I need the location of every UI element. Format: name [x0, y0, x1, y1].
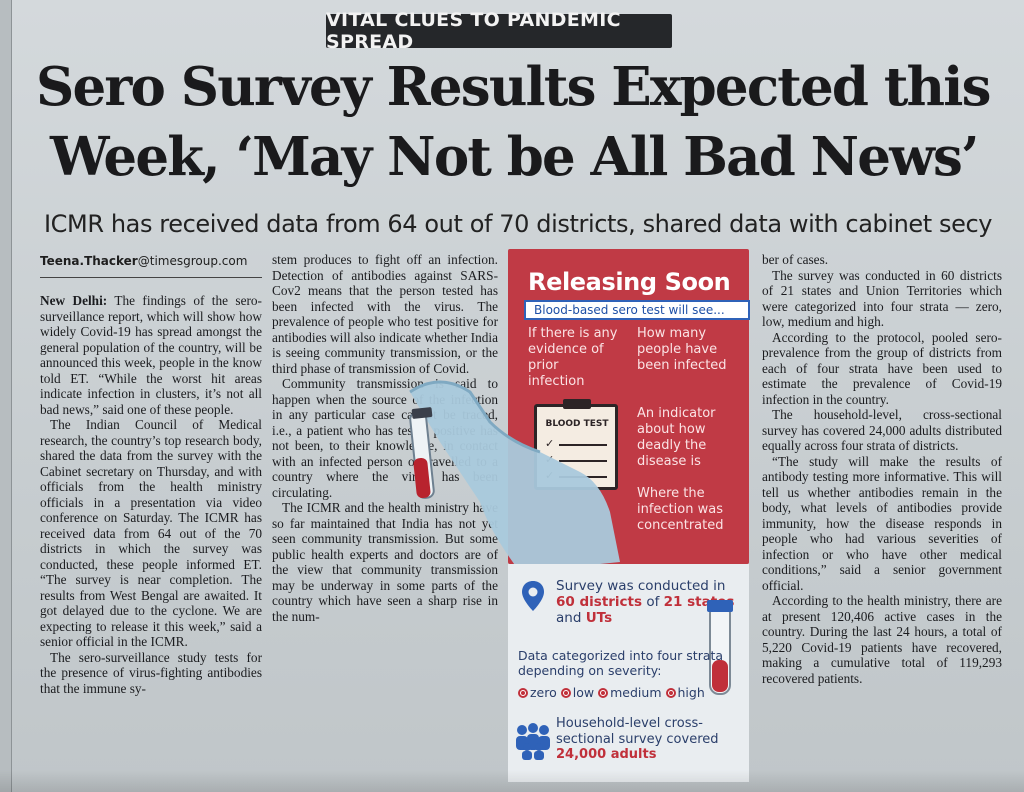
paragraph: The household-level, cross-sectional sur…: [762, 407, 1002, 453]
clipboard-clip: [563, 399, 591, 409]
check-icon: ✓: [545, 437, 555, 450]
headline-line-1: Sero Survey Results Expected this: [36, 56, 991, 118]
article-column-4: ber of cases. The survey was conducted i…: [762, 252, 1002, 792]
bullet-icon: [560, 688, 571, 698]
clipboard-label: BLOOD TEST: [545, 419, 609, 429]
paragraph-text: The findings of the sero-surveillance re…: [40, 293, 262, 417]
strata-item: high: [665, 685, 705, 700]
paragraph: According to the protocol, pooled sero-p…: [762, 329, 1002, 407]
headline-line-2: Week, ‘May Not be All Bad News’: [50, 126, 980, 188]
paragraph: The survey was conducted in 60 districts…: [762, 267, 1002, 330]
dateline: New Delhi:: [40, 293, 108, 308]
paragraph: ber of cases.: [762, 252, 829, 267]
infographic-item-indicator: An indicator about how deadly the diseas…: [637, 406, 716, 469]
strata-item: medium: [598, 685, 662, 700]
infographic-subtitle: Blood-based sero test will see...: [524, 300, 750, 320]
byline: Teena.Thacker@timesgroup.com: [40, 254, 270, 268]
strata-item: zero: [518, 685, 557, 700]
paragraph: New Delhi: The findings of the sero-surv…: [40, 293, 262, 417]
adjacent-page-edge: [0, 0, 12, 792]
paragraph: The Indian Council of Medical research, …: [40, 417, 262, 649]
strata-description: Data categorized into four strata depend…: [518, 648, 724, 678]
survey-uts: UTs: [585, 610, 613, 626]
strata-legend: zero low medium high: [518, 685, 748, 700]
bullet-icon: [598, 688, 609, 698]
paragraph: “The study will make the results of anti…: [762, 453, 1002, 593]
infographic-item-where: Where the infection was concentrated: [637, 486, 724, 533]
strata-item: low: [560, 685, 594, 700]
byline-email: @timesgroup.com: [137, 254, 248, 268]
check-row: ✓: [545, 437, 607, 451]
gloved-hand-test-tube-illustration: [409, 380, 620, 572]
article-column-1: New Delhi: The findings of the sero-surv…: [40, 293, 262, 792]
page-fold-shadow: [0, 770, 1024, 792]
infographic-title: Releasing Soon: [528, 268, 731, 296]
people-group-icon: [516, 723, 550, 760]
location-pin-icon: [522, 581, 544, 611]
paragraph: According to the health ministry, there …: [762, 593, 1002, 686]
infographic-item-prior-infection: If there is any evidence of prior infect…: [528, 326, 618, 389]
byline-rule: [40, 277, 262, 278]
deck-subheadline: ICMR has received data from 64 out of 70…: [44, 210, 993, 238]
bullet-icon: [665, 688, 676, 698]
paragraph: The sero-surveillance study tests for th…: [40, 649, 262, 696]
byline-name: Teena.Thacker: [40, 254, 138, 268]
household-stat: Household-level cross-sectional survey c…: [556, 716, 719, 762]
test-tube-icon: [707, 600, 733, 695]
headline: Sero Survey Results Expected this Week, …: [36, 52, 996, 192]
survey-districts: 60 districts: [556, 594, 643, 610]
household-adults: 24,000 adults: [556, 747, 657, 762]
paragraph: stem produces to fight off an infection.…: [272, 252, 498, 376]
kicker-label: VITAL CLUES TO PANDEMIC SPREAD: [326, 9, 672, 53]
paragraph: The ICMR and the health ministry have so…: [272, 500, 498, 624]
bullet-icon: [518, 688, 528, 698]
infographic-item-how-many: How many people have been infected: [637, 326, 727, 373]
